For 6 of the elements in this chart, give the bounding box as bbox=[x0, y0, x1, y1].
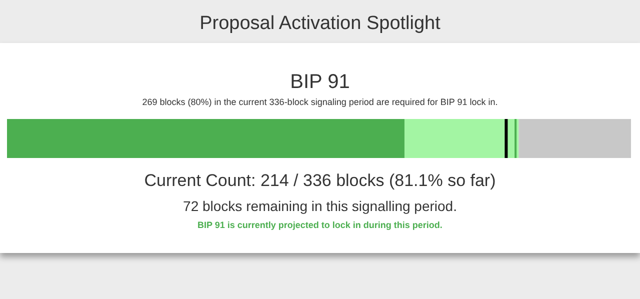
text: 72 blocks remaining in this signalling period. bbox=[182, 198, 458, 214]
chart-title: Proposal Activation Spotlight bbox=[0, 0, 640, 44]
text: Current Count: 214 / 336 blocks (81.1% so far) bbox=[143, 171, 497, 191]
text: BIP 91 is currently projected to lock in during this period. bbox=[196, 220, 444, 230]
chart-subtitle: BIP 91 bbox=[289, 71, 351, 94]
text: 269 blocks (80%) in the current 336-block signaling period are required for BIP 91 lock in. bbox=[141, 97, 499, 107]
